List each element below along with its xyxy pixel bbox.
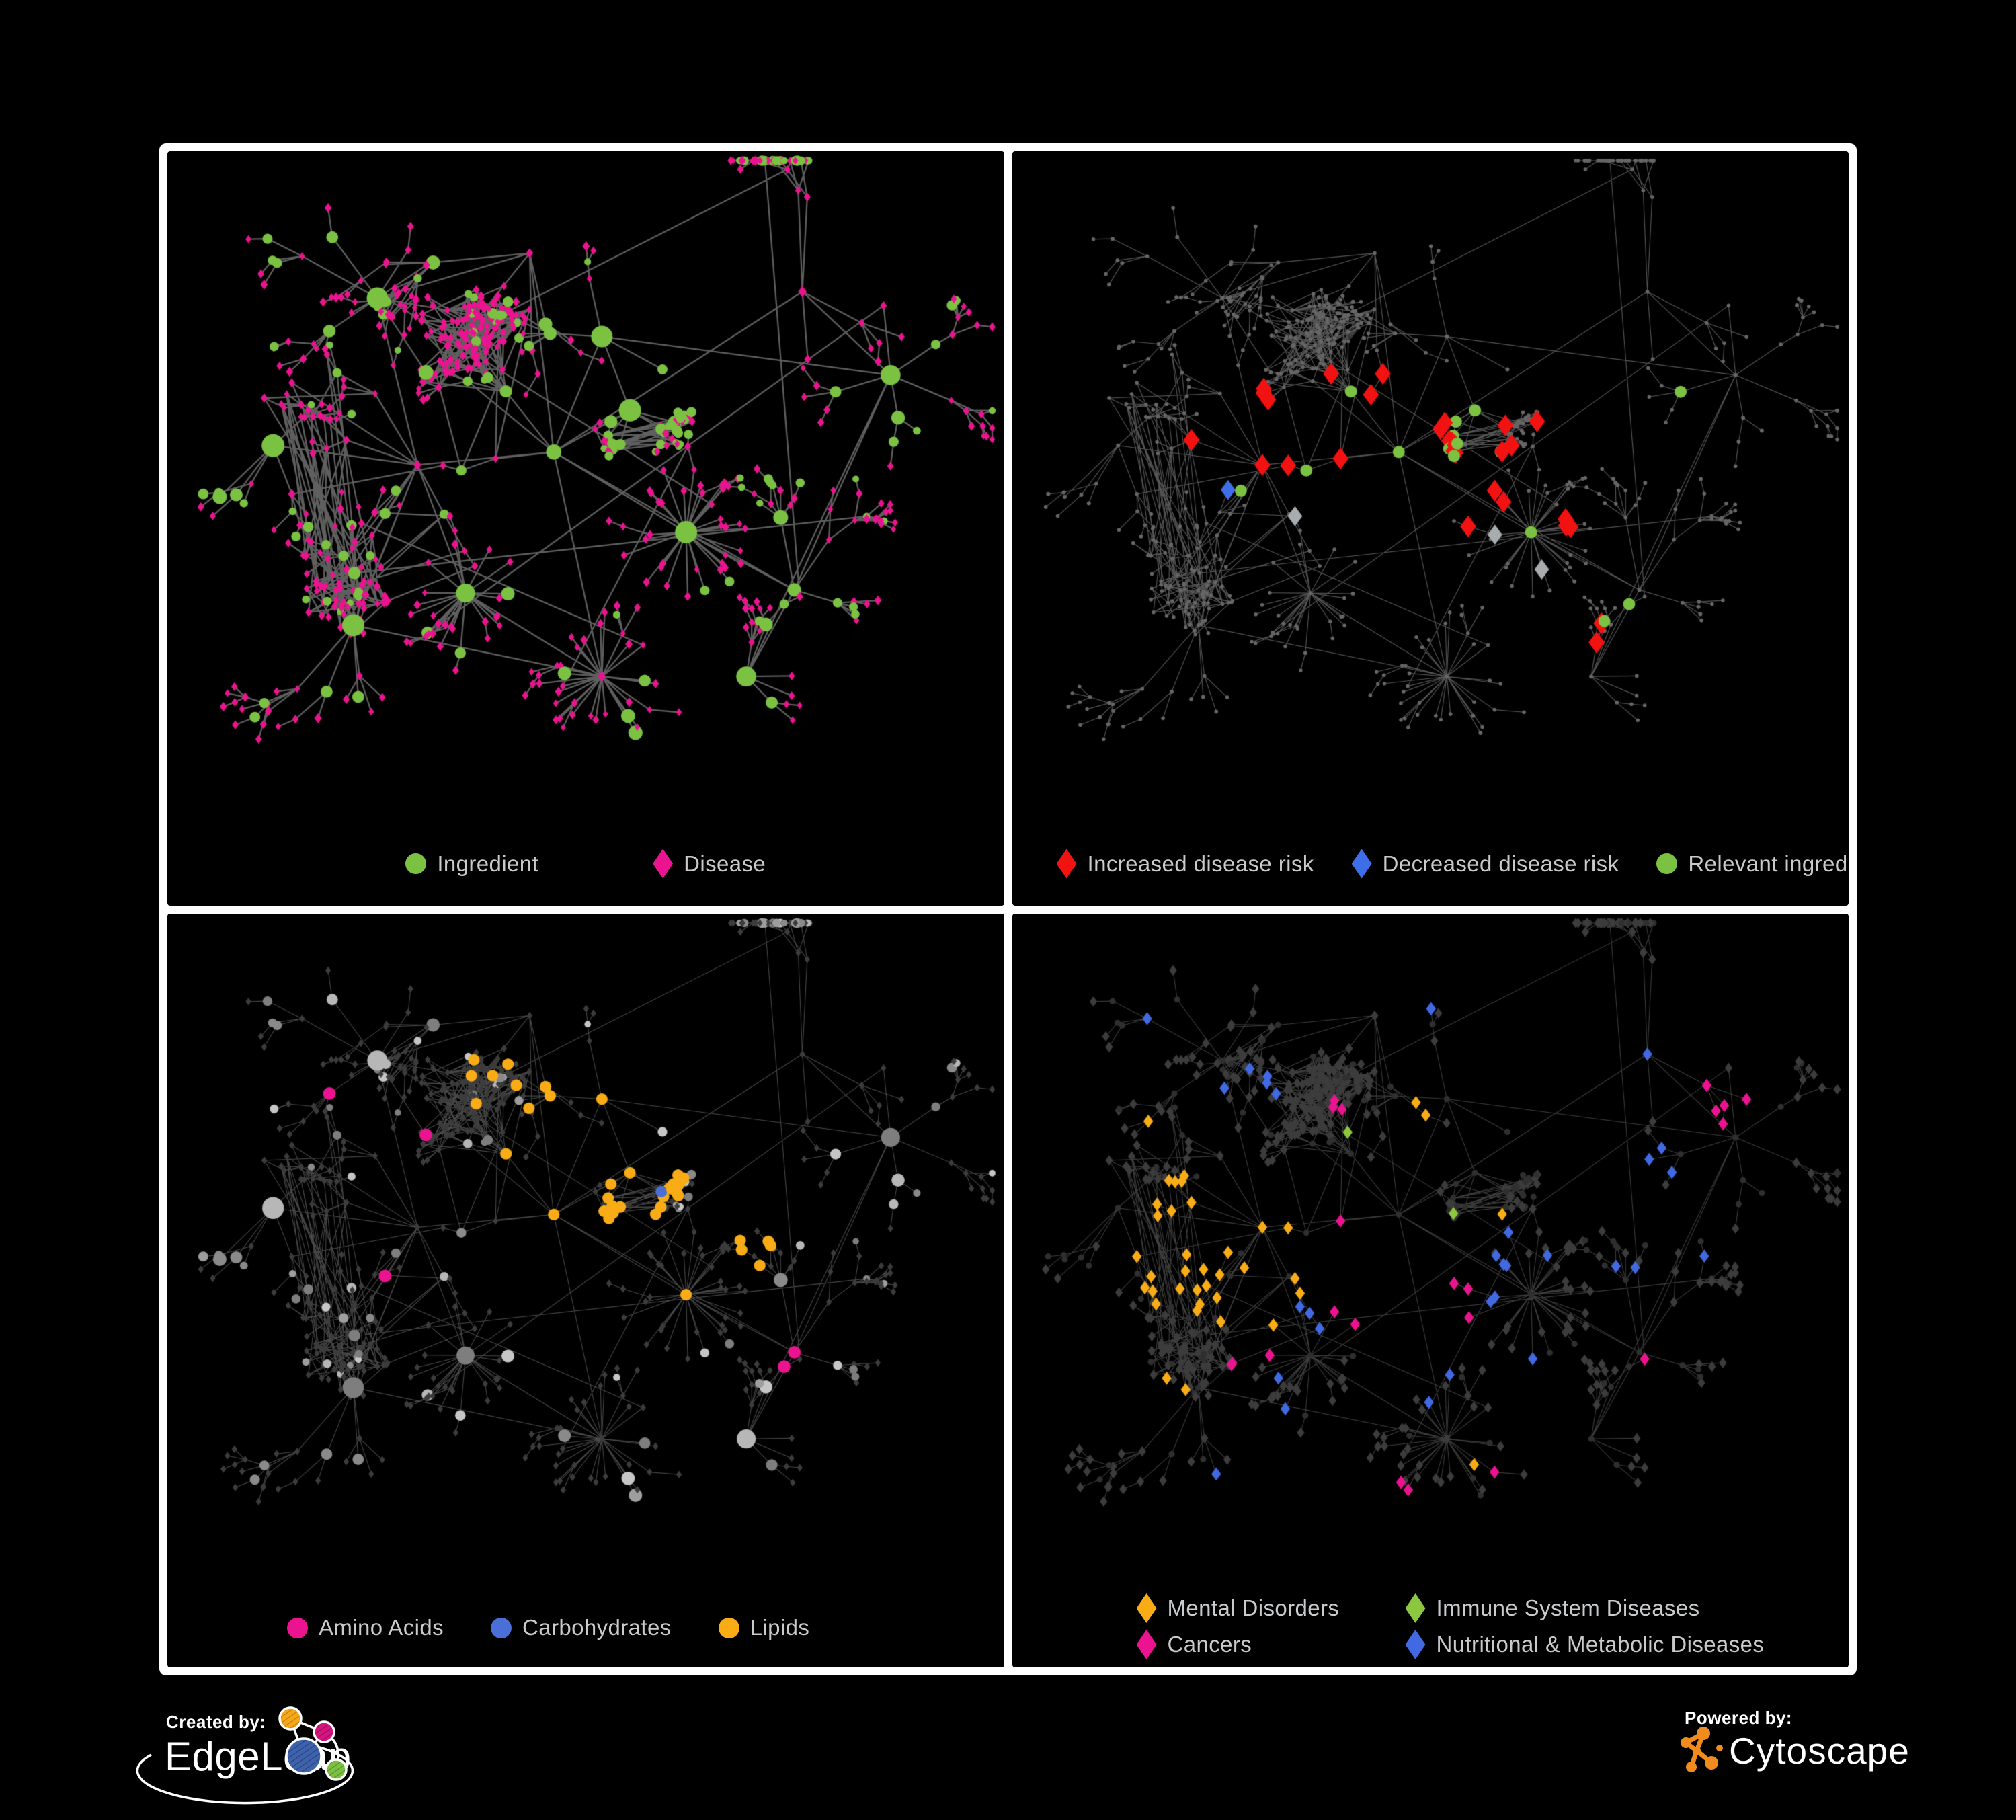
legend-item-carbohydrates: Carbohydrates	[490, 1615, 672, 1640]
panel-grid: Ingredient Disease Increased disease risk…	[159, 143, 1857, 1675]
legend-panel-4: Mental Disorders Immune System Diseases Ca…	[1012, 1593, 1849, 1659]
cytoscape-wordmark: Cytoscape	[1729, 1730, 1910, 1772]
legend-label: Nutritional & Metabolic Diseases	[1436, 1632, 1765, 1657]
network-canvas-2	[1012, 151, 1849, 906]
legend-item-mental-disorders: Mental Disorders	[1136, 1593, 1406, 1623]
network-canvas-1	[167, 151, 1004, 906]
diamond-swatch-icon	[1136, 1593, 1157, 1623]
legend-item-amino-acids: Amino Acids	[287, 1615, 444, 1640]
edgeleap-logo-icon	[136, 1706, 354, 1805]
legend-item-disease: Disease	[653, 848, 766, 879]
diamond-swatch-icon	[1056, 848, 1077, 879]
network-canvas-3	[167, 913, 1004, 1667]
powered-by-label: Powered by:	[1685, 1708, 1793, 1728]
diamond-swatch-icon	[1351, 848, 1372, 879]
circle-swatch-icon	[405, 853, 427, 874]
legend-panel-2: Increased disease risk Decreased disease …	[1012, 848, 1849, 879]
panel-ingredient-disease: Ingredient Disease	[167, 151, 1004, 906]
legend-item-ingredient: Ingredient	[405, 851, 538, 877]
cytoscape-logo-icon	[1681, 1727, 1723, 1772]
legend-label: Cancers	[1167, 1632, 1252, 1657]
legend-label: Carbohydrates	[522, 1615, 672, 1640]
circle-swatch-icon	[718, 1617, 739, 1638]
legend-item-cancers: Cancers	[1136, 1630, 1406, 1659]
panel-nutrient-classes: Amino Acids Carbohydrates Lipids	[167, 913, 1004, 1667]
legend-label: Lipids	[750, 1615, 810, 1640]
legend-label: Increased disease risk	[1087, 850, 1314, 876]
circle-swatch-icon	[287, 1617, 308, 1638]
legend-label: Disease	[684, 850, 766, 876]
legend-label: Immune System Diseases	[1436, 1595, 1700, 1620]
diamond-swatch-icon	[1136, 1630, 1157, 1659]
legend-label: Mental Disorders	[1167, 1595, 1340, 1620]
panel-disease-classes: Mental Disorders Immune System Diseases Ca…	[1012, 913, 1849, 1667]
circle-swatch-icon	[1656, 853, 1678, 874]
legend-item-increased-disease-risk: Increased disease risk	[1056, 848, 1314, 879]
legend-label: Ingredient	[437, 850, 539, 876]
diamond-swatch-icon	[1405, 1593, 1426, 1623]
diamond-swatch-icon	[1405, 1630, 1426, 1659]
legend-item-immune-system-diseases: Immune System Diseases	[1405, 1593, 1849, 1623]
legend-panel-1: Ingredient Disease	[167, 848, 1004, 879]
legend-label: Relevant ingredient	[1688, 850, 1849, 876]
legend-item-lipids: Lipids	[718, 1615, 810, 1640]
created-by-label: Created by:	[166, 1712, 266, 1732]
legend-label: Amino Acids	[319, 1615, 444, 1640]
network-canvas-4	[1012, 913, 1849, 1667]
circle-swatch-icon	[490, 1617, 512, 1638]
legend-item-nutritional-metabolic-diseases: Nutritional & Metabolic Diseases	[1405, 1630, 1849, 1659]
legend-item-decreased-disease-risk: Decreased disease risk	[1351, 848, 1619, 879]
legend-item-relevant-ingredient: Relevant ingredient	[1656, 851, 1849, 877]
legend-panel-3: Amino Acids Carbohydrates Lipids	[167, 1615, 1004, 1640]
legend-label: Decreased disease risk	[1382, 850, 1619, 876]
panel-disease-risk: Increased disease risk Decreased disease …	[1012, 151, 1849, 906]
diamond-swatch-icon	[653, 848, 674, 879]
